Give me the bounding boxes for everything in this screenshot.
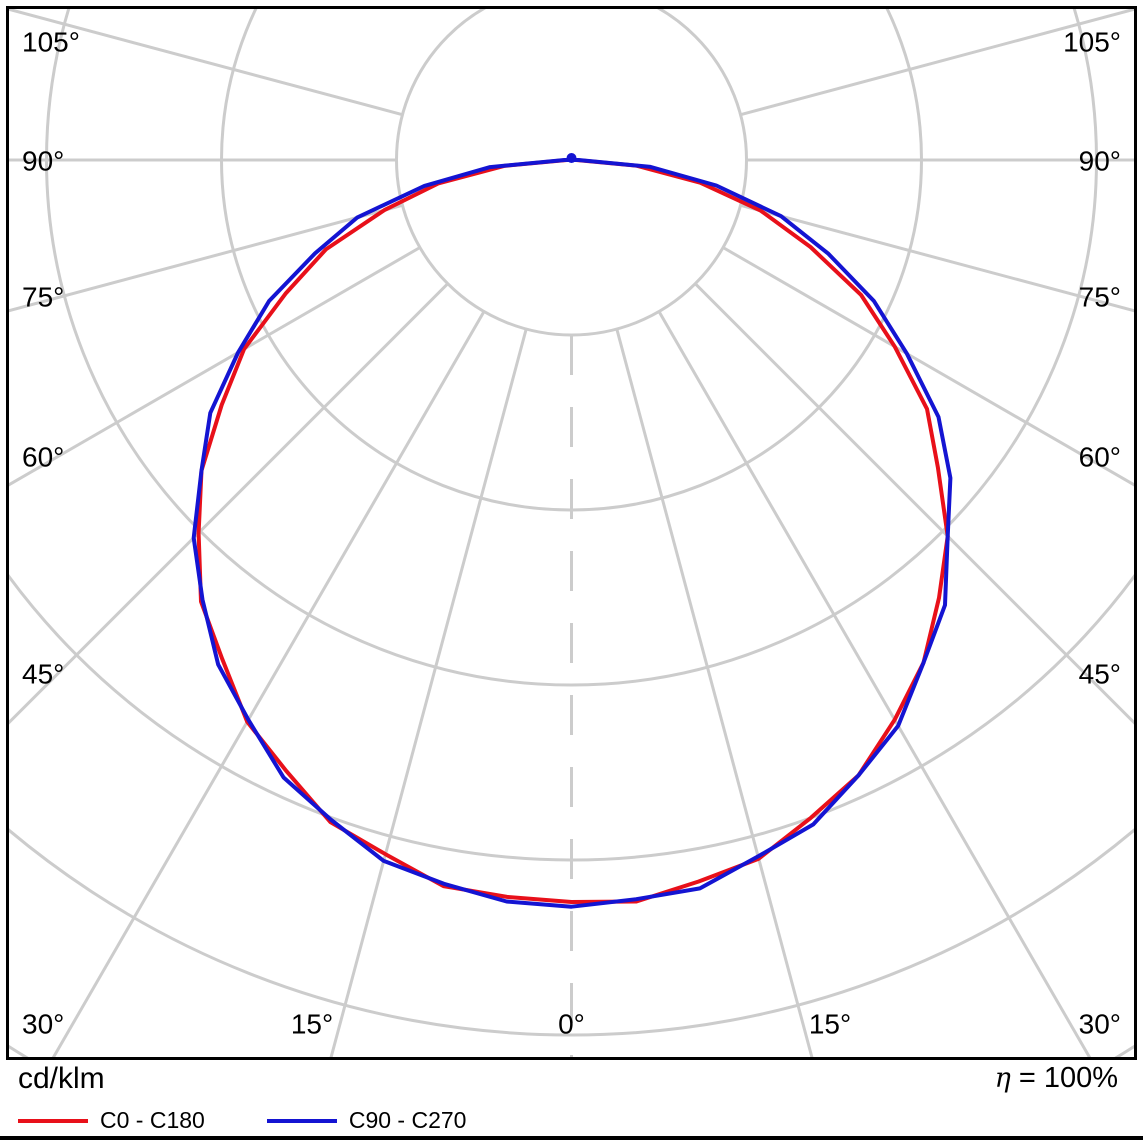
curve-c0-c180 <box>196 158 950 904</box>
grid-ray <box>722 246 1134 487</box>
grid-ray <box>657 310 1092 1058</box>
grid-ray <box>9 282 449 725</box>
angle-tick-label-left: 45° <box>22 659 64 690</box>
grid-ray <box>694 282 1134 725</box>
bottom-rule <box>0 1136 1143 1140</box>
grid-ray <box>740 9 1134 117</box>
unit-label: cd/klm <box>18 1062 105 1095</box>
curve-c90-c270 <box>191 158 953 909</box>
angle-tick-label-bottom: 0° <box>558 1009 585 1040</box>
eta-equals: = <box>1018 1062 1036 1094</box>
grid-ray <box>9 203 403 313</box>
angle-tick-label-left: 30° <box>22 1009 64 1040</box>
angle-tick-label-left: 105° <box>22 27 80 58</box>
efficiency-label: η = 100% <box>995 1062 1118 1095</box>
grid-ray <box>9 246 421 487</box>
grid-ring <box>9 828 1134 1037</box>
angle-tick-label-right: 90° <box>1079 146 1121 177</box>
angle-tick-labels: 105° 90° 75° 60° 45° 30° 105° 90° 75° 60° 45° 30° 15… <box>22 27 1121 1040</box>
grid-ray <box>9 9 403 117</box>
grid-ray <box>329 328 528 1058</box>
curve-origin-dot <box>566 153 577 163</box>
angle-tick-label-left: 60° <box>22 442 64 473</box>
grid-ray <box>615 328 814 1058</box>
chart-frame <box>6 6 1137 1060</box>
legend-label-c0-c180: C0 - C180 <box>100 1107 205 1133</box>
angle-tick-label-right: 105° <box>1063 27 1121 58</box>
legend-line-c0-c180 <box>18 1118 88 1123</box>
grid-ray <box>740 203 1134 313</box>
legend-label-c90-c270: C90 - C270 <box>348 1107 467 1133</box>
angle-tick-label-bottom: 15° <box>809 1009 851 1040</box>
angle-tick-label-right: 45° <box>1079 659 1121 690</box>
angle-tick-label-right: 75° <box>1079 282 1121 313</box>
grid-ray <box>51 310 486 1058</box>
intensity-curves <box>191 153 953 909</box>
eta-symbol: η <box>994 1063 1011 1094</box>
grid-ring <box>395 9 748 337</box>
legend: C0 - C180 C90 - C270 <box>18 1107 466 1134</box>
angle-tick-label-left: 90° <box>22 146 64 177</box>
angle-tick-label-right: 30° <box>1079 1009 1121 1040</box>
eta-value: 100% <box>1043 1062 1118 1094</box>
angle-tick-label-right: 60° <box>1079 442 1121 473</box>
angle-tick-label-bottom: 15° <box>291 1009 333 1040</box>
legend-line-c90-c270 <box>266 1118 337 1123</box>
angle-tick-label-left: 75° <box>22 282 64 313</box>
